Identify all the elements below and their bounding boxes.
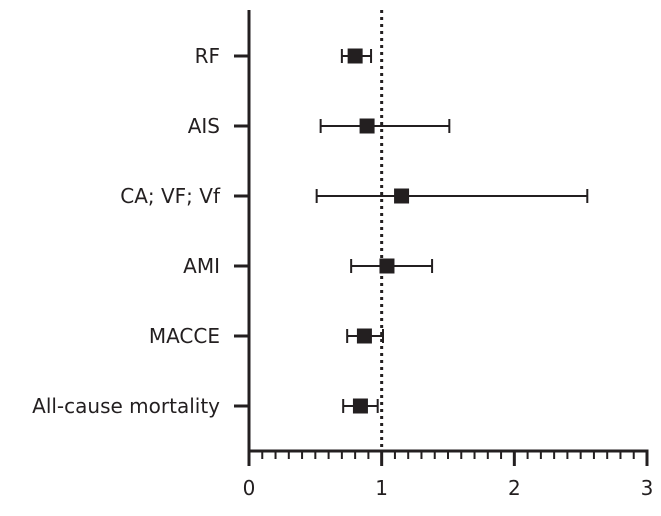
label-layer: 0 1 2 3 RF AIS CA; VF; Vf AMI MACCE All-cause mor…: [32, 44, 653, 500]
category-label: AMI: [183, 254, 220, 278]
category-label: All-cause mortality: [32, 394, 220, 418]
point-estimate-marker: [356, 328, 372, 344]
x-tick-label: 1: [375, 476, 388, 500]
category-label: AIS: [188, 114, 220, 138]
category-label: CA; VF; Vf: [120, 184, 221, 208]
axes-layer: [234, 10, 649, 466]
category-label: MACCE: [149, 324, 220, 348]
x-tick-label: 2: [508, 476, 521, 500]
point-estimate-marker: [359, 118, 375, 134]
point-estimate-marker: [352, 398, 368, 414]
point-estimate-marker: [394, 188, 410, 204]
x-tick-label: 0: [243, 476, 256, 500]
data-layer: [315, 48, 589, 414]
category-label: RF: [195, 44, 220, 68]
x-tick-label: 3: [641, 476, 654, 500]
point-estimate-marker: [379, 258, 395, 274]
point-estimate-marker: [347, 48, 363, 64]
